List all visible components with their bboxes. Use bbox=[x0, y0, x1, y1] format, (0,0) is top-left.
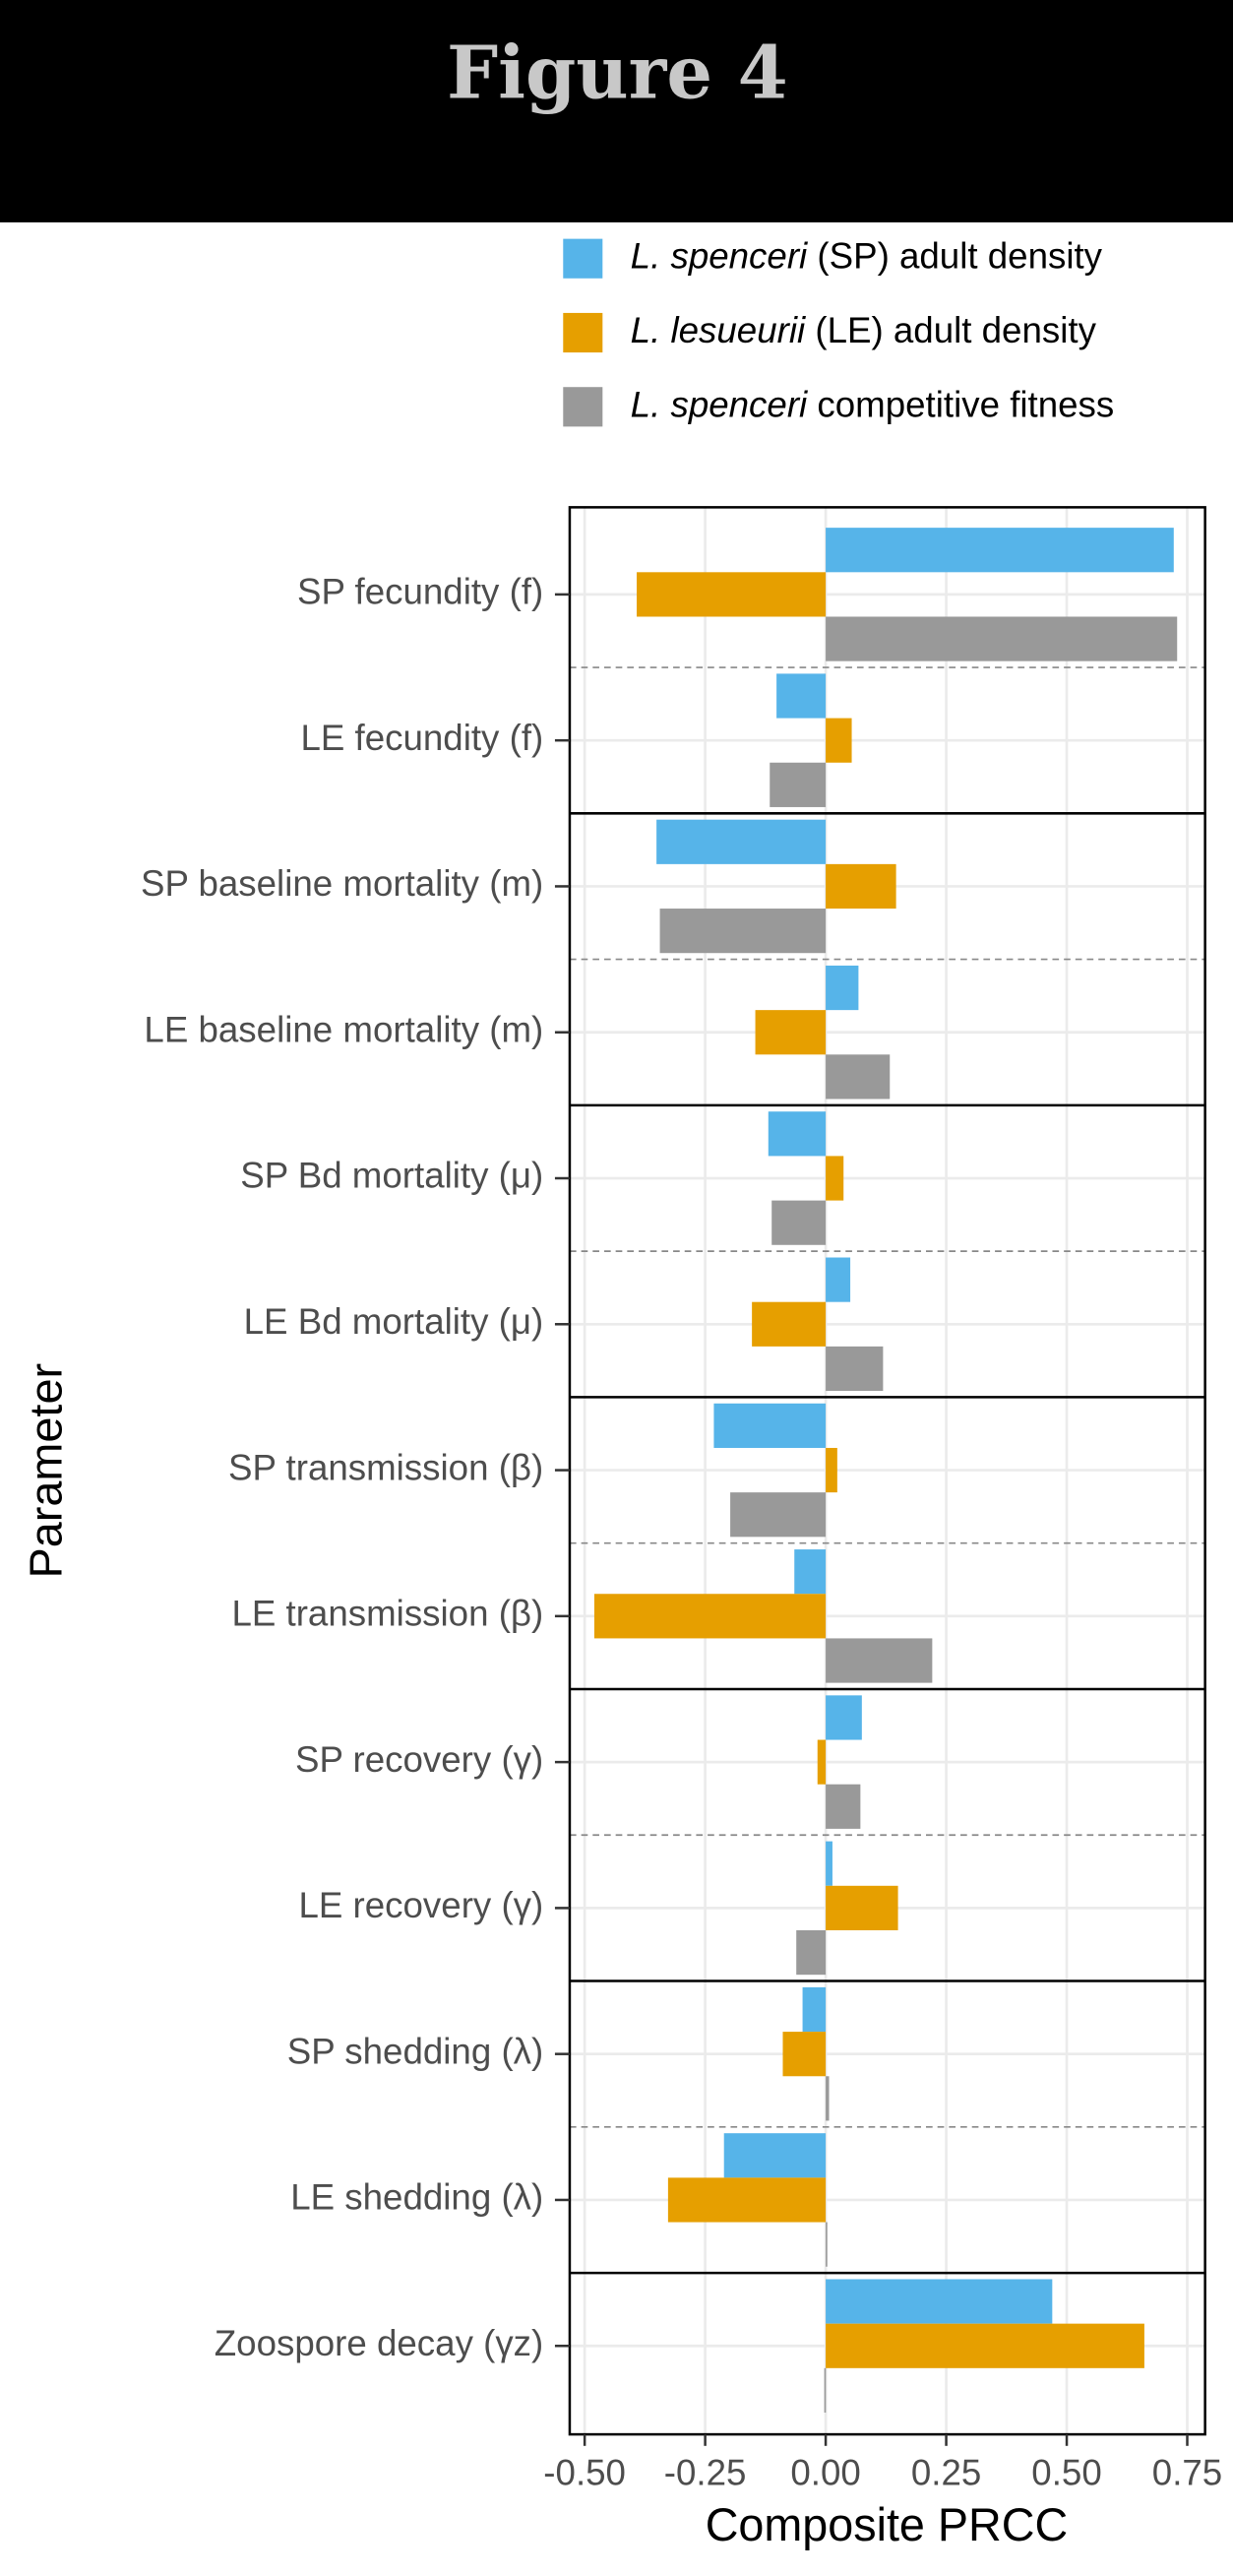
y-tick-label: LE shedding (λ) bbox=[290, 2177, 543, 2218]
bar bbox=[593, 1594, 827, 1639]
bar bbox=[656, 819, 827, 864]
bar bbox=[826, 1156, 844, 1201]
bar bbox=[826, 1885, 898, 1930]
legend-species: L. lesueurii bbox=[631, 310, 806, 350]
y-tick-label: LE recovery (γ) bbox=[298, 1885, 543, 1925]
bar bbox=[826, 863, 896, 910]
bar bbox=[755, 1010, 827, 1055]
y-tick-label: SP recovery (γ) bbox=[295, 1739, 543, 1780]
bar bbox=[637, 572, 827, 617]
legend-swatch bbox=[563, 312, 603, 353]
figure-title: Figure 4 bbox=[447, 31, 788, 115]
y-tick-label: SP shedding (λ) bbox=[287, 2031, 543, 2071]
x-tick-label: 0.00 bbox=[790, 2453, 860, 2493]
bar bbox=[826, 1346, 884, 1392]
legend-swatch bbox=[563, 387, 603, 427]
legend-label: L. lesueurii (LE) adult density bbox=[631, 310, 1097, 350]
bar bbox=[802, 1986, 827, 2033]
bar bbox=[826, 2279, 1053, 2324]
x-axis-title: Composite PRCC bbox=[706, 2499, 1069, 2550]
bar bbox=[782, 2032, 827, 2077]
bar bbox=[826, 2222, 828, 2267]
bar bbox=[770, 762, 827, 807]
bar bbox=[776, 673, 827, 719]
bar bbox=[796, 1929, 827, 1976]
bar bbox=[826, 1784, 861, 1829]
bar bbox=[826, 1054, 891, 1100]
bar bbox=[824, 2367, 827, 2413]
legend-rest: competitive fitness bbox=[807, 384, 1114, 424]
bar bbox=[826, 1447, 837, 1493]
x-tick-label: -0.50 bbox=[543, 2453, 626, 2493]
bar bbox=[826, 965, 859, 1011]
y-tick-label: LE baseline mortality (m) bbox=[144, 1009, 543, 1049]
legend-species: L. spenceri bbox=[631, 384, 808, 424]
legend-rest: (LE) adult density bbox=[805, 310, 1096, 350]
y-tick-label: SP baseline mortality (m) bbox=[141, 863, 543, 904]
x-tick-label: 0.75 bbox=[1152, 2453, 1222, 2493]
legend-swatch bbox=[563, 238, 603, 279]
y-tick-label: SP Bd mortality (μ) bbox=[240, 1156, 543, 1196]
bar bbox=[713, 1403, 827, 1448]
header-band bbox=[0, 0, 1233, 222]
legend-rest: (SP) adult density bbox=[807, 235, 1102, 276]
x-tick-label: -0.25 bbox=[664, 2453, 747, 2493]
legend-label: L. spenceri competitive fitness bbox=[631, 384, 1115, 424]
legend-label: L. spenceri (SP) adult density bbox=[631, 235, 1103, 276]
bar bbox=[826, 2076, 830, 2121]
x-tick-label: 0.50 bbox=[1031, 2453, 1101, 2493]
y-axis-title: Parameter bbox=[20, 1363, 71, 1579]
y-tick-label: Zoospore decay (γz) bbox=[215, 2323, 543, 2363]
bar bbox=[826, 2323, 1144, 2368]
y-tick-label: LE fecundity (f) bbox=[300, 718, 543, 758]
bar bbox=[659, 909, 827, 954]
bar bbox=[768, 1111, 827, 1157]
y-tick-label: SP transmission (β) bbox=[228, 1447, 543, 1487]
bar bbox=[723, 2133, 827, 2178]
bar bbox=[730, 1492, 827, 1538]
bar bbox=[771, 1200, 827, 1245]
bar bbox=[817, 1739, 827, 1785]
bar bbox=[826, 1841, 832, 1886]
y-tick-label: LE transmission (β) bbox=[231, 1594, 543, 1634]
bar bbox=[826, 528, 1174, 573]
bar bbox=[826, 1257, 851, 1302]
bar bbox=[752, 1301, 827, 1347]
bar bbox=[794, 1549, 827, 1595]
bar bbox=[826, 1638, 933, 1683]
bar bbox=[826, 616, 1178, 661]
x-tick-label: 0.25 bbox=[911, 2453, 981, 2493]
legend-species: L. spenceri bbox=[631, 235, 808, 276]
y-tick-label: LE Bd mortality (μ) bbox=[244, 1301, 544, 1342]
bar bbox=[826, 1695, 862, 1740]
bar bbox=[667, 2177, 827, 2223]
y-tick-label: SP fecundity (f) bbox=[297, 572, 543, 612]
bar bbox=[826, 718, 852, 763]
